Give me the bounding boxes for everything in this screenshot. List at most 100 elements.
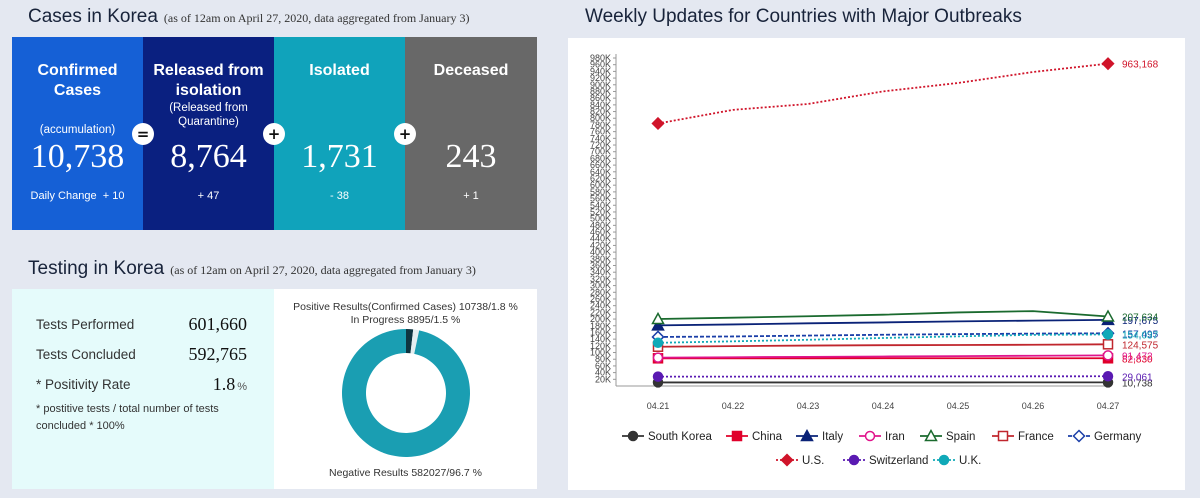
legend-marker-spain bbox=[924, 428, 938, 442]
confirmed-change: + 10 bbox=[102, 190, 125, 202]
series-point-spain bbox=[651, 311, 665, 325]
y-tick-label: 880K bbox=[590, 86, 611, 96]
equals-operator: = bbox=[132, 123, 154, 145]
y-tick-label: 540K bbox=[590, 200, 611, 210]
legend-item-iran: Iran bbox=[859, 430, 905, 443]
series-line-france bbox=[657, 343, 1109, 348]
legend-item-germany: Germany bbox=[1068, 429, 1142, 443]
end-label-u-k: 154,037 bbox=[1122, 330, 1159, 341]
y-tick-label: 440K bbox=[590, 234, 611, 244]
confirmed-card: Confirmed Cases (accumulation) 10,738 Da… bbox=[12, 37, 143, 230]
y-tick-label: 100K bbox=[590, 348, 611, 358]
y-tick-label: 860K bbox=[590, 93, 611, 103]
y-tick-label: 280K bbox=[590, 287, 611, 297]
y-tick-label: 980K bbox=[590, 53, 611, 63]
daily-change-label: Daily Change bbox=[30, 190, 97, 202]
series-france: 124,575 bbox=[652, 339, 1159, 352]
x-tick-label: 04.21 bbox=[647, 401, 670, 411]
y-tick-label: 740K bbox=[590, 133, 611, 143]
legend-marker-u-k bbox=[938, 454, 950, 466]
y-tick-label: 160K bbox=[590, 327, 611, 337]
y-tick-label: 220K bbox=[590, 307, 611, 317]
series-spain: 207,634 bbox=[651, 309, 1159, 325]
y-tick-label: 660K bbox=[590, 160, 611, 170]
legend-label-china: China bbox=[752, 431, 783, 443]
y-tick-label: 500K bbox=[590, 214, 611, 224]
isolated-value: 1,731 bbox=[301, 138, 378, 175]
confirmed-title: Confirmed Cases bbox=[37, 62, 118, 99]
end-label-china: 82,830 bbox=[1122, 354, 1153, 365]
legend-marker-italy bbox=[800, 428, 814, 442]
series-point-u-s bbox=[651, 116, 665, 131]
y-tick-label: 780K bbox=[590, 120, 611, 130]
y-tick-label: 420K bbox=[590, 240, 611, 250]
y-tick-label: 820K bbox=[590, 107, 611, 117]
legend-item-china: China bbox=[726, 430, 783, 443]
legend-item-france: France bbox=[992, 430, 1054, 443]
series-point-u-s bbox=[1101, 57, 1115, 71]
legend-item-u-s: U.S. bbox=[776, 453, 824, 467]
legend-item-spain: Spain bbox=[920, 428, 975, 443]
cases-cards: Confirmed Cases (accumulation) 10,738 Da… bbox=[12, 37, 537, 230]
y-tick-label: 520K bbox=[590, 207, 611, 217]
legend-label-u-s: U.S. bbox=[802, 455, 824, 467]
series-point-iran bbox=[652, 352, 664, 363]
series-switzerland: 29,061 bbox=[652, 371, 1153, 383]
series-point-u-k bbox=[1102, 329, 1114, 340]
plus-operator-1: + bbox=[263, 123, 285, 145]
x-tick-label: 04.27 bbox=[1097, 401, 1120, 411]
y-tick-label: 680K bbox=[590, 153, 611, 163]
x-tick-label: 04.25 bbox=[947, 401, 970, 411]
legend-item-italy: Italy bbox=[796, 428, 843, 443]
tests-performed-row: Tests Performed 601,660 bbox=[36, 314, 261, 334]
y-tick-label: 640K bbox=[590, 167, 611, 177]
isolated-change: - 38 bbox=[330, 190, 349, 202]
end-label-italy: 197,675 bbox=[1122, 316, 1159, 327]
testing-section-title: Testing in Korea (as of 12am on April 27,… bbox=[28, 258, 476, 280]
end-label-france: 124,575 bbox=[1122, 340, 1159, 351]
y-tick-label: 200K bbox=[590, 314, 611, 324]
y-tick-label: 600K bbox=[590, 180, 611, 190]
weekly-chart-panel: 20K 40K 60K 80K 100K 120K 140K 160K 180K 200K 220K… bbox=[568, 38, 1185, 490]
pie-top-labels: Positive Results(Confirmed Cases) 10738/… bbox=[274, 301, 537, 327]
deceased-change: + 1 bbox=[463, 190, 479, 202]
released-card: Released from isolation (Released from Q… bbox=[143, 37, 274, 230]
y-tick-label: 400K bbox=[590, 247, 611, 257]
positivity-rate-value-wrap: 1.8% bbox=[213, 374, 247, 395]
x-tick-label: 04.22 bbox=[722, 401, 745, 411]
confirmed-change-row: Daily Change + 10 bbox=[12, 190, 143, 202]
cases-title: Cases in Korea bbox=[28, 6, 158, 27]
y-tick-label: 360K bbox=[590, 261, 611, 271]
testing-pie-panel: Positive Results(Confirmed Cases) 10738/… bbox=[274, 289, 537, 489]
tests-concluded-value: 592,765 bbox=[188, 344, 248, 364]
y-tick-label: 480K bbox=[590, 220, 611, 230]
weekly-title: Weekly Updates for Countries with Major … bbox=[585, 6, 1022, 27]
legend-label-iran: Iran bbox=[885, 431, 905, 443]
end-label-u-s: 963,168 bbox=[1122, 60, 1159, 71]
y-tick-label: 960K bbox=[590, 60, 611, 70]
legend-marker-france bbox=[997, 430, 1009, 442]
y-tick-label: 260K bbox=[590, 294, 611, 304]
series-line-germany bbox=[657, 332, 1109, 338]
tests-concluded-label: Tests Concluded bbox=[36, 347, 136, 362]
y-tick-label: 340K bbox=[590, 267, 611, 277]
testing-note: (as of 12am on April 27, 2020, data aggr… bbox=[170, 263, 476, 277]
confirmed-sub: (accumulation) bbox=[39, 124, 116, 136]
legend-label-switzerland: Switzerland bbox=[869, 455, 928, 467]
isolated-title: Isolated bbox=[309, 62, 370, 79]
weekly-line-chart: 20K40K60K80K100K120K140K160K180K200K220K… bbox=[590, 53, 1159, 467]
end-label-iran: 91,472 bbox=[1122, 351, 1153, 362]
y-tick-label: 180K bbox=[590, 321, 611, 331]
donut-slice-in-progress bbox=[410, 329, 420, 354]
end-label-spain: 207,634 bbox=[1122, 313, 1159, 324]
tests-performed-value: 601,660 bbox=[188, 314, 248, 334]
released-change: + 47 bbox=[197, 190, 220, 202]
legend-marker-germany bbox=[1072, 429, 1086, 443]
released-value: 8,764 bbox=[170, 138, 247, 175]
testing-stats: Tests Performed 601,660 Tests Concluded … bbox=[12, 289, 274, 489]
released-title: Released from isolation bbox=[153, 62, 264, 99]
series-point-spain bbox=[1101, 309, 1115, 322]
deceased-card: Deceased 243 + 1 bbox=[405, 37, 537, 230]
series-line-iran bbox=[657, 354, 1109, 359]
testing-panel: Tests Performed 601,660 Tests Concluded … bbox=[12, 289, 537, 489]
